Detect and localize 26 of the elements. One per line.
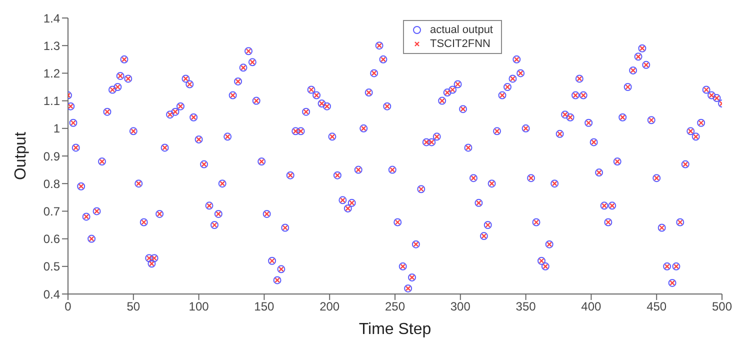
legend-label: actual output [430, 23, 493, 37]
y-tick-label: 0.4 [43, 287, 60, 302]
x-tick-label: 100 [188, 300, 210, 314]
y-tick-label: 0.7 [43, 204, 60, 218]
legend-label: TSCIT2FNN [430, 37, 490, 51]
x-tick-label: 400 [581, 300, 602, 314]
x-tick-label: 150 [254, 300, 275, 314]
y-tick-label: 0.9 [43, 149, 60, 164]
x-tick-label: 350 [516, 300, 536, 314]
y-tick-label: 1 [53, 122, 60, 136]
x-tick-label: 500 [712, 300, 732, 314]
y-tick-label: 0.5 [43, 260, 60, 274]
y-tick-label: 0.8 [43, 176, 60, 191]
y-tick-label: 1.4 [43, 11, 60, 26]
y-axis-title: Output [12, 131, 30, 180]
x-tick-label: 0 [64, 300, 72, 314]
y-tick-label: 1.2 [43, 66, 60, 80]
x-tick-label: 250 [384, 300, 406, 314]
x-tick-label: 450 [646, 300, 667, 314]
x-tick-label: 50 [126, 300, 140, 314]
x-tick-label: 200 [320, 300, 340, 314]
x-tick-label: 300 [450, 300, 471, 314]
y-tick-label: 1.1 [43, 94, 60, 108]
y-tick-label: 0.6 [43, 232, 60, 246]
y-tick-label: 1.3 [43, 38, 60, 53]
x-axis-title: Time Step [358, 321, 432, 338]
